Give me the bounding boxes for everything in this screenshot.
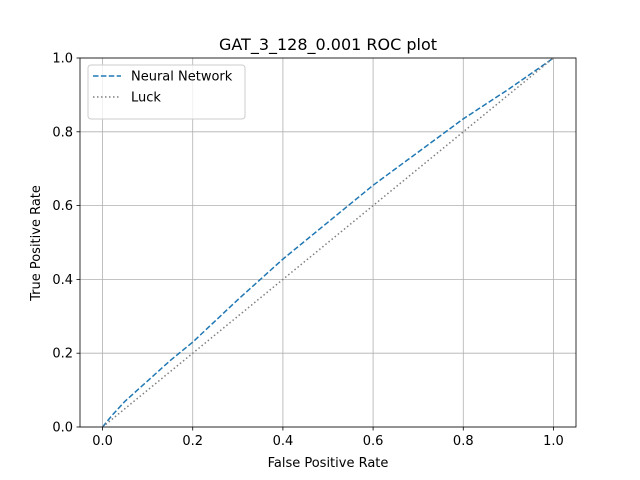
y-axis-title: True Positive Rate xyxy=(29,185,44,302)
y-tick-label-5: 1.0 xyxy=(52,52,73,67)
x-tick-label-0: 0.0 xyxy=(92,434,113,449)
axes-frame xyxy=(79,57,577,428)
x-tick-label-5: 1.0 xyxy=(543,434,564,449)
series-line-neural-network xyxy=(101,57,554,428)
chart-title: GAT_3_128_0.001 ROC plot xyxy=(219,35,437,55)
x-tick-label-3: 0.6 xyxy=(363,434,384,449)
y-tick-label-0: 0.0 xyxy=(52,421,73,436)
series-line-luck xyxy=(102,57,554,428)
y-tick-label-2: 0.4 xyxy=(52,273,73,288)
y-tick-label-4: 0.8 xyxy=(52,125,73,140)
x-tick-label-4: 0.8 xyxy=(453,434,474,449)
y-tick-label-1: 0.2 xyxy=(52,347,73,362)
x-axis-title: False Positive Rate xyxy=(268,456,389,471)
legend: Neural Network Luck xyxy=(87,64,246,120)
y-tick-label-3: 0.6 xyxy=(52,199,73,214)
legend-box xyxy=(87,64,246,120)
legend-label-0: Neural Network xyxy=(131,70,233,85)
x-tick-label-1: 0.2 xyxy=(182,434,203,449)
legend-label-1: Luck xyxy=(131,91,161,106)
x-tick-label-2: 0.4 xyxy=(273,434,294,449)
plot-area: 0.0 0.2 0.4 0.6 0.8 1.0 0.0 0.2 0.4 0.6 0.8 1.0 xyxy=(52,52,577,449)
